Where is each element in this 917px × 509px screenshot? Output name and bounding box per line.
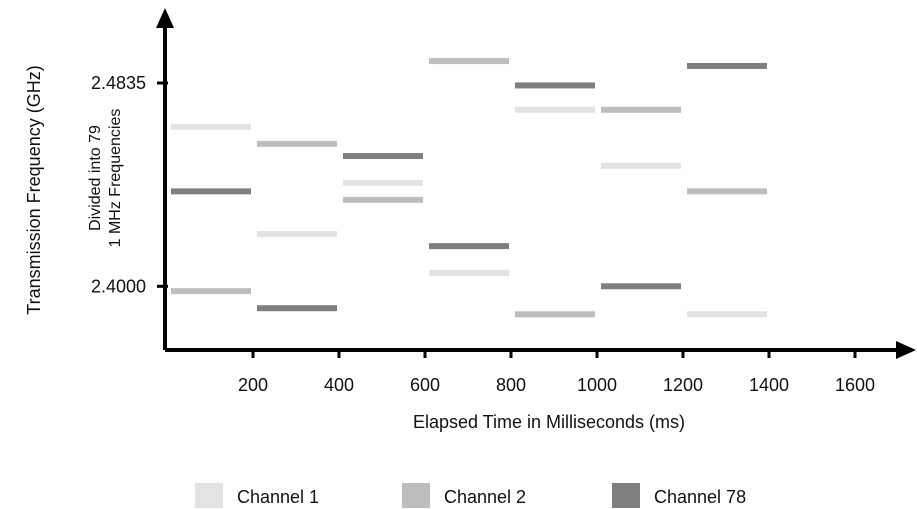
legend-label-channel-2: Channel 2 (444, 487, 526, 507)
channel-1-segment (429, 269, 509, 276)
legend-swatch-channel-2 (402, 483, 430, 508)
y-axis-ticks: 2.4835 2.4000 (91, 73, 168, 296)
x-tick-label: 400 (324, 375, 354, 395)
channel-78-segment (343, 153, 423, 160)
channel-2-segment (429, 58, 509, 65)
legend-swatch-channel-1 (195, 483, 223, 508)
x-axis-title: Elapsed Time in Milliseconds (ms) (413, 412, 685, 432)
y-tick-label: 2.4835 (91, 73, 146, 93)
channel-78-segment (687, 62, 767, 69)
y-annotation-line-1: Divided into 79 (87, 125, 104, 231)
y-axis-arrowhead (156, 8, 174, 28)
channel-78-segment (601, 283, 681, 290)
channel-1-segment (687, 311, 767, 318)
channel-78-segment (171, 188, 251, 195)
y-annotation: Divided into 79 1 MHz Frequencies (87, 109, 124, 248)
channel-2-segment (171, 288, 251, 295)
x-tick-label: 1200 (663, 375, 703, 395)
channel-2-segment (257, 140, 337, 147)
x-tick-label: 600 (410, 375, 440, 395)
channel-78-segment (429, 243, 509, 250)
x-tick-label: 200 (238, 375, 268, 395)
channel-1-segment (257, 230, 337, 237)
channel-2-segment (601, 106, 681, 113)
channel-1-segment (171, 123, 251, 130)
legend-label-channel-1: Channel 1 (237, 487, 319, 507)
y-annotation-line-2: 1 MHz Frequencies (107, 109, 124, 248)
legend: Channel 1 Channel 2 Channel 78 (195, 483, 746, 508)
x-axis-arrowhead (896, 341, 916, 359)
channel-segments (171, 58, 767, 318)
x-tick-label: 1400 (749, 375, 789, 395)
x-tick-label: 800 (496, 375, 526, 395)
axes (156, 8, 916, 359)
x-tick-label: 1600 (835, 375, 875, 395)
channel-2-segment (515, 311, 595, 318)
channel-1-segment (343, 179, 423, 186)
channel-2-segment (343, 196, 423, 203)
y-axis-title: Transmission Frequency (GHz) (24, 65, 44, 314)
x-axis-ticks: 200 400 600 800 1000 1200 1400 1600 (238, 350, 875, 395)
channel-2-segment (687, 188, 767, 195)
legend-label-channel-78: Channel 78 (654, 487, 746, 507)
x-tick-label: 1000 (577, 375, 617, 395)
legend-swatch-channel-78 (612, 483, 640, 508)
channel-1-segment (515, 106, 595, 113)
channel-78-segment (515, 82, 595, 89)
channel-1-segment (601, 162, 681, 169)
channel-78-segment (257, 305, 337, 312)
y-tick-label: 2.4000 (91, 276, 146, 296)
